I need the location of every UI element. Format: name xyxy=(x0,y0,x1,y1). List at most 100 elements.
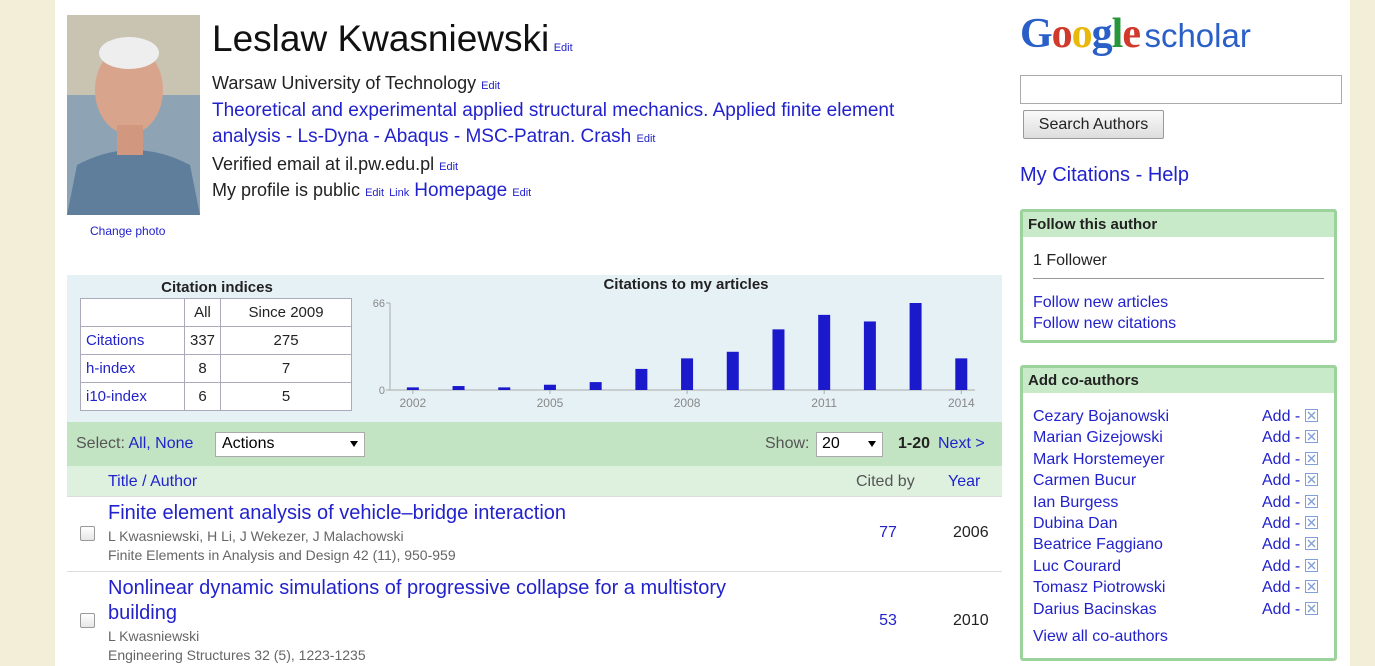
add-link[interactable]: Add xyxy=(1262,558,1290,575)
coauthor-name[interactable]: Cezary Bojanowski xyxy=(1033,408,1169,425)
checkbox-cell xyxy=(67,613,108,628)
add-link[interactable]: Add xyxy=(1262,429,1290,446)
coauthor-name[interactable]: Beatrice Faggiano xyxy=(1033,536,1163,553)
dismiss-icon[interactable] xyxy=(1305,580,1318,593)
coauthor-name[interactable]: Marian Gizejowski xyxy=(1033,429,1163,446)
change-photo-link[interactable]: Change photo xyxy=(90,224,165,238)
separator: - xyxy=(1295,494,1300,511)
follow-link[interactable]: Follow new citations xyxy=(1033,313,1176,334)
header-year[interactable]: Year xyxy=(948,473,980,491)
bar xyxy=(818,315,830,390)
citation-value: 5 xyxy=(221,383,352,411)
coauthor-actions: Add - xyxy=(1262,449,1318,470)
add-link[interactable]: Add xyxy=(1262,494,1290,511)
add-link[interactable]: Add xyxy=(1262,515,1290,532)
logo-scholar[interactable]: scholar xyxy=(1144,17,1250,54)
email: Verified email at il.pw.edu.pl xyxy=(212,154,434,174)
search-button[interactable]: Search Authors xyxy=(1023,110,1164,139)
select-all[interactable]: All, xyxy=(128,435,150,452)
edit-link[interactable]: Edit xyxy=(554,42,573,54)
coauthor-actions: Add - xyxy=(1262,427,1318,448)
coauthor-name[interactable]: Dubina Dan xyxy=(1033,515,1118,532)
x-mark xyxy=(1306,560,1317,571)
edit-link[interactable]: Edit xyxy=(637,133,656,145)
separator: - xyxy=(1295,472,1300,489)
dismiss-icon[interactable] xyxy=(1305,430,1318,443)
header-title[interactable]: Title / Author xyxy=(108,473,197,491)
view-all-coauthors[interactable]: View all co-authors xyxy=(1033,628,1168,646)
separator: - xyxy=(1295,429,1300,446)
x-mark xyxy=(1306,581,1317,592)
citation-value: 275 xyxy=(221,327,352,355)
citation-label[interactable]: Citations xyxy=(81,327,185,355)
y-tick-label: 66 xyxy=(373,298,385,310)
edit-link[interactable]: Edit xyxy=(481,80,500,92)
x-mark xyxy=(1306,431,1317,442)
follow-link[interactable]: Follow new articles xyxy=(1033,292,1176,313)
coauthor-actions: Add - xyxy=(1262,470,1318,491)
add-link[interactable]: Add xyxy=(1262,536,1290,553)
coauthor-name[interactable]: Luc Courard xyxy=(1033,558,1121,575)
citation-label[interactable]: h-index xyxy=(81,355,185,383)
edit-link[interactable]: Edit xyxy=(512,187,531,199)
x-tick-label: 2005 xyxy=(537,396,564,410)
article-title[interactable]: Finite element analysis of vehicle–bridg… xyxy=(108,501,758,526)
coauthor-row: Marian Gizejowski Add - xyxy=(1033,427,1323,448)
edit-link[interactable]: Edit xyxy=(365,187,384,199)
cited-by[interactable]: 77 xyxy=(823,524,953,542)
coauthor-actions: Add - xyxy=(1262,577,1318,598)
coauthor-name[interactable]: Mark Horstemeyer xyxy=(1033,451,1165,468)
profile-link[interactable]: Link xyxy=(389,187,409,199)
cited-by[interactable]: 53 xyxy=(823,612,953,630)
actions-dropdown[interactable]: Actions xyxy=(215,432,365,457)
add-link[interactable]: Add xyxy=(1262,579,1290,596)
dismiss-icon[interactable] xyxy=(1305,516,1318,529)
dismiss-icon[interactable] xyxy=(1305,537,1318,550)
interests[interactable]: Theoretical and experimental applied str… xyxy=(212,100,894,147)
separator: - xyxy=(1295,558,1300,575)
show-dropdown[interactable]: 20 xyxy=(816,432,883,457)
select-none[interactable]: None xyxy=(155,435,193,452)
coauthor-actions: Add - xyxy=(1262,406,1318,427)
coauthor-actions: Add - xyxy=(1262,513,1318,534)
checkbox[interactable] xyxy=(80,613,95,628)
x-mark xyxy=(1306,410,1317,421)
add-link[interactable]: Add xyxy=(1262,408,1290,425)
article-info: Finite element analysis of vehicle–bridg… xyxy=(108,501,823,565)
dismiss-icon[interactable] xyxy=(1305,559,1318,572)
edit-link[interactable]: Edit xyxy=(439,161,458,173)
homepage-link[interactable]: Homepage xyxy=(414,180,507,201)
checkbox[interactable] xyxy=(80,526,95,541)
coauthor-name[interactable]: Darius Bacinskas xyxy=(1033,601,1157,618)
coauthor-name[interactable]: Tomasz Piotrowski xyxy=(1033,579,1165,596)
column-header: Since 2009 xyxy=(221,299,352,327)
coauthor-row: Mark Horstemeyer Add - xyxy=(1033,449,1323,470)
next-link[interactable]: Next > xyxy=(938,435,985,453)
dismiss-icon[interactable] xyxy=(1305,409,1318,422)
article-title[interactable]: Nonlinear dynamic simulations of progres… xyxy=(108,576,758,626)
search-input[interactable] xyxy=(1020,75,1342,104)
my-citations-link[interactable]: My Citations xyxy=(1020,164,1130,186)
dismiss-icon[interactable] xyxy=(1305,602,1318,615)
bar xyxy=(772,329,784,390)
bar xyxy=(864,321,876,390)
header-cited[interactable]: Cited by xyxy=(856,473,915,491)
page-range: 1-20 xyxy=(898,435,930,453)
add-link[interactable]: Add xyxy=(1262,451,1290,468)
dismiss-icon[interactable] xyxy=(1305,473,1318,486)
logo-google[interactable]: Google xyxy=(1020,11,1140,57)
coauthor-row: Tomasz Piotrowski Add - xyxy=(1033,577,1323,598)
coauthor-name[interactable]: Ian Burgess xyxy=(1033,494,1118,511)
add-link[interactable]: Add xyxy=(1262,472,1290,489)
dropdown-arrow xyxy=(350,441,358,447)
profile-name: Leslaw Kwasniewski xyxy=(212,18,549,59)
citation-label[interactable]: i10-index xyxy=(81,383,185,411)
add-link[interactable]: Add xyxy=(1262,601,1290,618)
x-mark xyxy=(1306,538,1317,549)
help-link[interactable]: Help xyxy=(1148,164,1189,186)
dismiss-icon[interactable] xyxy=(1305,495,1318,508)
coauthor-name[interactable]: Carmen Bucur xyxy=(1033,472,1136,489)
dismiss-icon[interactable] xyxy=(1305,452,1318,465)
separator: - xyxy=(1295,579,1300,596)
